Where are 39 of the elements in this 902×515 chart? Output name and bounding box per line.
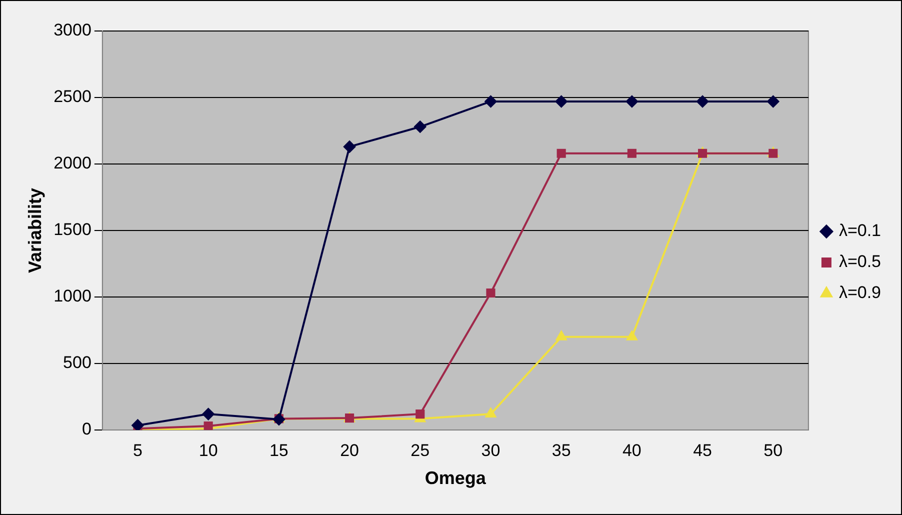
point xyxy=(696,95,709,108)
point xyxy=(626,95,638,108)
point xyxy=(556,330,567,340)
point xyxy=(414,120,426,133)
x-tick-label: 25 xyxy=(410,440,430,460)
point xyxy=(626,330,638,340)
y-tick-label: 0 xyxy=(82,420,92,439)
x-tick-label: 40 xyxy=(622,440,642,460)
y-tick-label: 1500 xyxy=(54,220,92,240)
point xyxy=(202,408,214,420)
point xyxy=(344,140,356,153)
point xyxy=(698,148,708,158)
legend-label: λ=0.1 xyxy=(838,221,881,240)
y-tick-label: 1000 xyxy=(54,286,92,306)
x-tick-label: 15 xyxy=(269,440,288,460)
point xyxy=(486,288,496,298)
x-tick-label: 35 xyxy=(552,440,571,460)
point xyxy=(416,410,425,419)
x-tick-label: 5 xyxy=(132,440,142,460)
legend-label: λ=0.5 xyxy=(838,252,881,272)
x-tick-label: 20 xyxy=(340,440,359,460)
point xyxy=(556,148,566,158)
x-tick-label: 30 xyxy=(481,440,500,460)
point xyxy=(484,95,497,108)
x-tick-label: 45 xyxy=(693,440,712,460)
point xyxy=(767,95,780,108)
point xyxy=(627,148,636,158)
y-tick-label: 2500 xyxy=(54,87,92,106)
x-tick-label: 10 xyxy=(198,440,218,460)
y-tick-label: 3000 xyxy=(54,20,92,40)
x-axis-title: Omega xyxy=(424,468,487,488)
y-tick-label: 500 xyxy=(63,353,92,372)
point xyxy=(768,148,778,158)
legend-label: λ=0.9 xyxy=(838,283,881,302)
point xyxy=(555,95,568,108)
x-tick-label: 50 xyxy=(764,440,783,460)
point xyxy=(485,408,496,418)
y-tick-label: 2000 xyxy=(54,154,92,173)
y-axis-title: Variability xyxy=(24,188,45,274)
